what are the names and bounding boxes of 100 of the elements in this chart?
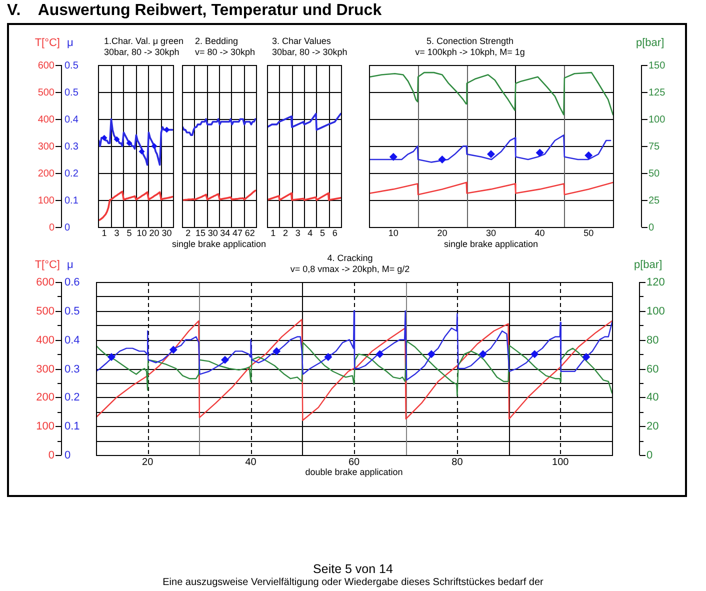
y-tick-label: 400 <box>38 114 55 126</box>
point <box>272 347 281 356</box>
y2-tick-label: 0 <box>64 222 70 234</box>
text: V. Auswertung Reibwert, Temperatur und Druck <box>7 1 382 20</box>
x-tick-label: 62 <box>244 228 255 238</box>
x-tick-label: 40 <box>534 228 545 238</box>
y3-tick-label: 50 <box>648 168 660 180</box>
point <box>221 356 229 364</box>
y-tick-label: 300 <box>38 141 55 152</box>
x-tick-label: 30 <box>486 228 496 238</box>
x-tick-label: 10 <box>388 228 398 238</box>
text: Eine auszugsweise Vervielfältigung oder Wiedergabe dieses Schriftstückes bedarf der <box>162 577 544 589</box>
chart-title: 3. Char Values <box>272 36 331 47</box>
x-tick-label: 3 <box>295 228 300 238</box>
x-axis-title: single brake application <box>444 239 538 250</box>
x-tick-label: 30 <box>208 228 218 238</box>
chart-title: 5. Conection Strength <box>426 36 514 47</box>
x-tick-label: 2 <box>282 228 288 238</box>
x-axis-title: double brake application <box>305 467 403 478</box>
y-axis-title: T[°C] <box>34 37 60 50</box>
point <box>107 352 116 361</box>
y2-tick-label: 0.5 <box>64 87 79 98</box>
y3-tick-label: 120 <box>646 276 665 289</box>
y3-tick-label: 100 <box>646 306 665 318</box>
point <box>427 350 436 358</box>
y-tick-label: 500 <box>38 87 55 98</box>
point <box>376 350 384 358</box>
x-tick-label: 10 <box>136 228 147 238</box>
point <box>530 350 539 358</box>
y2-tick-label: 0.3 <box>64 141 79 152</box>
point <box>114 136 120 142</box>
x-tick-label: 5 <box>126 228 132 238</box>
x-tick-label: 1 <box>270 228 276 238</box>
y3-tick-label: 75 <box>648 141 660 152</box>
x-tick-label: 20 <box>142 456 154 468</box>
chart-subtitle: v= 100kph -> 10kph, M= 1g <box>415 47 525 58</box>
y2-tick-label: 0.6 <box>64 276 80 289</box>
point <box>126 140 132 146</box>
y2-tick-label: 0.1 <box>64 420 80 433</box>
x-tick-label: 20 <box>149 228 160 238</box>
y3-tick-label: 20 <box>646 420 659 433</box>
chart-subtitle: 30bar, 80 -> 30kph <box>104 47 180 58</box>
y3-axis-title: p[bar] <box>636 37 664 50</box>
y-tick-label: 500 <box>36 306 54 318</box>
y3-tick-label: 40 <box>646 392 659 404</box>
point <box>138 148 145 154</box>
y-tick-label: 200 <box>36 392 54 404</box>
y3-tick-label: 25 <box>648 195 660 206</box>
point <box>151 143 158 150</box>
chart-subtitle: v= 0,8 vmax -> 20kph, M= g/2 <box>290 264 410 275</box>
y-tick-label: 600 <box>36 276 54 289</box>
x-tick-label: 3 <box>114 228 120 238</box>
y2-axis-title: μ <box>67 259 74 272</box>
point <box>536 148 544 157</box>
y2-tick-label: 0.4 <box>64 334 80 347</box>
x-tick-label: 5 <box>320 228 326 238</box>
y3-tick-label: 150 <box>648 60 666 72</box>
x-tick-label: 34 <box>220 228 230 238</box>
chart-title: 1.Char. Val. μ green <box>104 36 184 47</box>
point <box>169 346 178 354</box>
chart-subtitle: v= 80 -> 30kph <box>195 47 256 58</box>
y3-tick-label: 60 <box>646 364 659 376</box>
chart-subtitle: 30bar, 80 -> 30kph <box>272 47 348 58</box>
y-tick-label: 100 <box>38 195 55 206</box>
point <box>438 156 446 164</box>
x-axis-title: single brake application <box>172 239 266 250</box>
x-tick-label: 6 <box>332 228 338 238</box>
x-tick-label: 47 <box>232 228 243 238</box>
y2-tick-label: 0.5 <box>64 306 80 318</box>
y2-tick-label: 0.1 <box>64 195 79 206</box>
y-tick-label: 400 <box>36 334 54 347</box>
y-tick-label: 600 <box>38 60 55 72</box>
y-tick-label: 300 <box>36 364 54 376</box>
text: Seite 5 von 14 <box>312 562 394 577</box>
y3-tick-label: 100 <box>648 114 666 126</box>
point <box>389 152 398 161</box>
point <box>487 150 495 158</box>
y2-tick-label: 0.3 <box>64 364 80 376</box>
point <box>582 352 590 361</box>
point <box>101 134 108 141</box>
y2-tick-label: 0.5 <box>64 60 79 72</box>
point <box>164 126 170 133</box>
x-tick-label: 40 <box>245 456 257 468</box>
x-tick-label: 60 <box>348 456 360 468</box>
y2-tick-label: 0 <box>64 450 71 462</box>
y-tick-label: 100 <box>36 420 54 433</box>
y-tick-label: 0 <box>48 222 55 234</box>
x-tick-label: 1 <box>102 228 107 238</box>
x-tick-label: 15 <box>195 228 206 238</box>
y-axis-title: T[°C] <box>34 259 60 272</box>
x-tick-label: 2 <box>186 228 191 238</box>
y3-axis-title: p[bar] <box>634 259 662 272</box>
x-tick-label: 50 <box>584 228 594 238</box>
y-tick-label: 200 <box>38 168 55 180</box>
y2-tick-label: 0.2 <box>64 392 80 404</box>
x-tick-label: 20 <box>437 228 448 238</box>
y2-tick-label: 0.2 <box>64 168 79 180</box>
x-tick-label: 30 <box>162 228 172 238</box>
x-tick-label: 4 <box>308 228 313 238</box>
y3-tick-label: 80 <box>646 334 659 347</box>
